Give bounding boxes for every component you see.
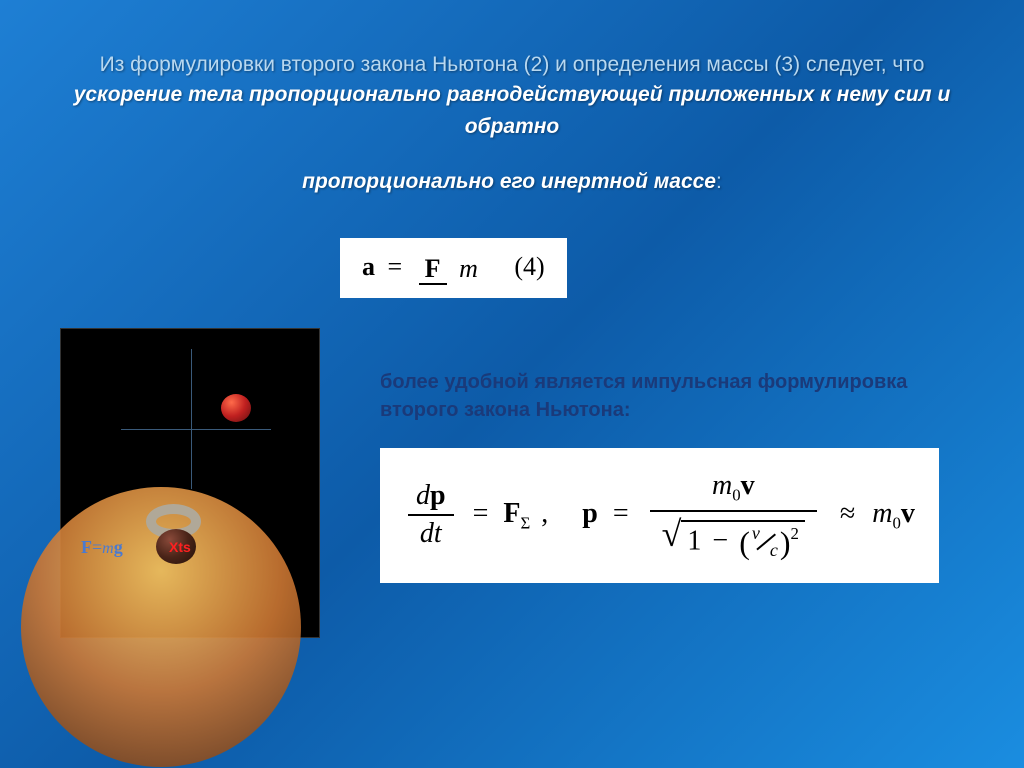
f1-eq: = (388, 252, 403, 281)
f2-approx: ≈ (840, 498, 855, 529)
content-row: Xts F=mg более удобной является импульсн… (60, 328, 964, 638)
f2-F: F (503, 498, 520, 529)
force-label: F=mg (81, 537, 123, 558)
f1-num: F (425, 254, 441, 283)
title-block: Из формулировки второго закона Ньютона (… (60, 50, 964, 198)
ball-red (221, 394, 251, 422)
f2-sqrt: √ 1 − ( v c )2 (662, 520, 805, 561)
title-emph-2: пропорционально его инертной массе (302, 170, 716, 193)
f2-one: 1 (687, 525, 701, 556)
f2-m0-r: m (872, 498, 892, 529)
f2-v-r: v (901, 498, 915, 529)
f2-c-sm: c (770, 540, 778, 561)
f-eq: = (92, 537, 102, 557)
formula-1-row: a = F m (4) (60, 238, 964, 298)
f2-vc: v c (750, 527, 780, 557)
f2-p2: p (582, 498, 598, 529)
title-text: Из формулировки второго закона Ньютона (… (60, 50, 964, 142)
subtitle-text: более удобной является импульсная формул… (380, 368, 964, 424)
f2-v-sm: v (752, 523, 760, 544)
f1-eqnum: (4) (514, 252, 544, 281)
f2-v-top: v (741, 470, 755, 501)
formula-1: a = F m (4) (340, 238, 567, 298)
slide-container: Из формулировки второго закона Ньютона (… (0, 0, 1024, 768)
f2-eq2: = (613, 498, 629, 529)
f2-bigfrac: m0v √ 1 − ( v c )2 (650, 466, 817, 565)
title-colon: : (716, 170, 722, 193)
f2-comma: , (541, 498, 548, 529)
title-emph-1: ускорение тела пропорционально равнодейс… (74, 83, 951, 138)
f2-dt: dt (420, 518, 442, 549)
f2-eq1: = (473, 498, 489, 529)
title-plain: Из формулировки второго закона Ньютона (… (100, 53, 925, 76)
formula-2: dp dt = FΣ , p = m0v √ 1 (380, 448, 939, 583)
f-F: F (81, 537, 92, 557)
x-marker: Xts (169, 539, 191, 555)
f-m: m (102, 540, 114, 557)
left-column: Xts F=mg (60, 328, 340, 638)
f2-pow2: 2 (791, 524, 799, 543)
physics-diagram: Xts F=mg (60, 328, 320, 638)
f2-p: p (430, 480, 446, 511)
right-column: более удобной является импульсная формул… (380, 328, 964, 638)
f-g: g (114, 537, 123, 557)
f1-lhs: a (362, 252, 375, 281)
f2-minus: − (712, 525, 728, 556)
f2-Fsub: Σ (520, 513, 530, 532)
f2-m0-top: m (712, 470, 732, 501)
f2-zero-top: 0 (732, 486, 740, 505)
f2-dpdt: dp dt (408, 478, 454, 552)
f1-den: m (459, 254, 478, 283)
f1-fraction: F m (419, 254, 484, 284)
f2-zero-r: 0 (893, 513, 901, 532)
axis-horizontal (121, 429, 271, 430)
axis-vertical (191, 349, 192, 489)
title-line2: пропорционально его инертной массе: (60, 166, 964, 198)
f2-d1: d (416, 480, 430, 511)
